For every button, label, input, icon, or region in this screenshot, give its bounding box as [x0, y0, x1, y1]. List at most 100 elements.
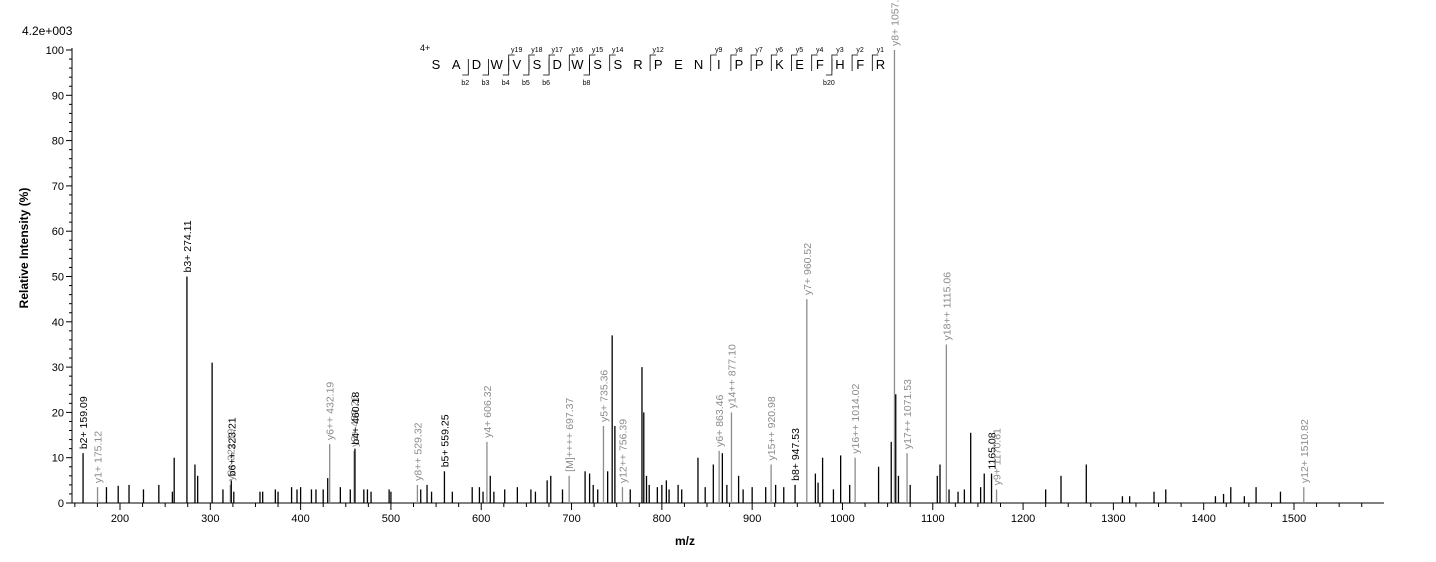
b-ion-bracket: [482, 59, 489, 76]
sequence-residue: I: [717, 57, 721, 72]
y-ion-label: y14: [612, 47, 623, 54]
sequence-residue: P: [755, 57, 764, 72]
y-ion-label: y4: [816, 47, 824, 54]
sequence-residue: D: [472, 57, 481, 72]
y-tick-label: 0: [58, 498, 64, 510]
x-tick-label: 1500: [1282, 513, 1306, 525]
x-tick-label: 900: [743, 513, 761, 525]
y-tick-label: 100: [46, 45, 64, 57]
b-ion-bracket: [583, 59, 590, 76]
peak-label: y9+ 1170.61: [992, 428, 1004, 485]
y-ion-bracket: [770, 54, 778, 71]
y-axis-ticks: 0 10 20 30 40 50 60 70 80 90 100: [46, 45, 72, 510]
y-ion-label: y1: [877, 47, 885, 54]
y-ion-bracket: [568, 54, 576, 71]
y-tick-label: 30: [52, 362, 64, 374]
y-ion-bracket: [871, 54, 879, 71]
sequence-residue: F: [856, 57, 864, 72]
peak-label: y16++ 1014.02: [850, 383, 862, 453]
x-axis-ticks: 200 300 400 500 600 700 800 900 1000 1100 1200 1300…: [74, 503, 1363, 525]
y-ion-label: y9: [715, 47, 723, 54]
x-tick-label: 1200: [1011, 513, 1035, 525]
sequence-residue: H: [835, 57, 844, 72]
b-ion-label: b5: [522, 80, 530, 87]
y-ion-label: y5: [796, 47, 804, 54]
peak-label: y7+ 960.52: [802, 243, 814, 295]
y-tick-label: 90: [52, 90, 64, 102]
peak-label: y6++ 432.19: [325, 382, 337, 441]
y-ion-label: y18: [531, 47, 542, 54]
x-tick-label: 200: [111, 513, 129, 525]
y-ion-label: y8: [735, 47, 743, 54]
peak-label: y12+ 1510.82: [1299, 419, 1311, 483]
peak-label: y15++ 920.98: [766, 396, 778, 460]
y-axis-title: Relative Intensity (%): [17, 188, 31, 309]
peak-label: 1165.08: [987, 432, 999, 469]
peak-label: b4+ 460.18: [350, 392, 362, 445]
intensity-scale-label: 4.2e+003: [22, 24, 73, 38]
x-tick-label: 300: [201, 513, 219, 525]
y-ion-label: y12: [652, 47, 663, 54]
sequence-residue: R: [633, 57, 642, 72]
b-ion-label: b8: [583, 80, 591, 87]
y-tick-label: 10: [52, 453, 64, 465]
x-tick-label: 400: [291, 513, 309, 525]
x-tick-label: 500: [382, 513, 400, 525]
x-tick-label: 1400: [1191, 513, 1215, 525]
peak-label: y3+ 459.26: [349, 394, 361, 446]
peak-label: b5+ 559.25: [439, 414, 451, 467]
sequence-residue: F: [816, 57, 824, 72]
y-ion-bracket: [851, 54, 859, 71]
x-axis-title: m/z: [675, 534, 695, 548]
b-ion-bracket: [825, 59, 833, 76]
peak-label: b6++ 323.21: [226, 417, 238, 476]
y-tick-label: 60: [52, 226, 64, 238]
sequence-residue: P: [735, 57, 744, 72]
sequence-residue: D: [553, 57, 562, 72]
y-tick-label: 80: [52, 136, 64, 148]
sequence-residue: W: [490, 57, 503, 72]
y-ion-bracket: [791, 54, 798, 71]
y-tick-label: 50: [52, 272, 64, 284]
y-ion-label: y17: [551, 47, 562, 54]
y-ion-label: y6: [776, 47, 784, 54]
sequence-residue: N: [694, 57, 703, 72]
y-ion-label: y2: [856, 47, 864, 54]
peak-label: y8++ 529.32: [412, 422, 424, 481]
sequence-residue: S: [613, 57, 622, 72]
peak-label: b8+ 947.53: [790, 428, 802, 481]
sequence-residue: A: [452, 57, 461, 72]
y-ion-label: y3: [836, 47, 844, 54]
y-ion-bracket: [811, 54, 818, 71]
b-ion-label: b4: [502, 80, 510, 87]
b-ion-bracket: [543, 59, 550, 76]
y-tick-label: 70: [52, 181, 64, 193]
y-ion-label: y16: [572, 47, 583, 54]
y-ion-bracket: [710, 54, 717, 71]
b-ion-bracket: [462, 59, 469, 76]
peak-label: y1+ 175.12: [93, 431, 105, 483]
peak-label: y18++ 1115.06: [941, 272, 953, 341]
peak-label: y14++ 877.10: [726, 344, 738, 408]
y-tick-label: 40: [52, 317, 64, 329]
y-ion-label: y7: [755, 47, 763, 54]
b-ion-label: b20: [823, 80, 835, 87]
peak-label: y8+ 1057.58: [889, 0, 901, 46]
x-tick-label: 600: [472, 513, 490, 525]
b-ion-bracket: [502, 59, 510, 76]
axes: [71, 48, 1384, 504]
sequence-residue: K: [775, 57, 784, 72]
sequence-residue: E: [795, 57, 804, 72]
sequence-residue: S: [533, 57, 542, 72]
peak-label: y12++ 756.39: [617, 419, 629, 483]
peak-label: [M]++++ 697.37: [564, 398, 576, 472]
x-tick-label: 800: [653, 513, 671, 525]
y-ion-bracket: [750, 54, 758, 71]
peak-label: y6+ 863.46: [714, 394, 726, 446]
sequence-residue: S: [593, 57, 602, 72]
x-tick-label: 1000: [830, 513, 854, 525]
charge-label: 4+: [420, 43, 430, 53]
